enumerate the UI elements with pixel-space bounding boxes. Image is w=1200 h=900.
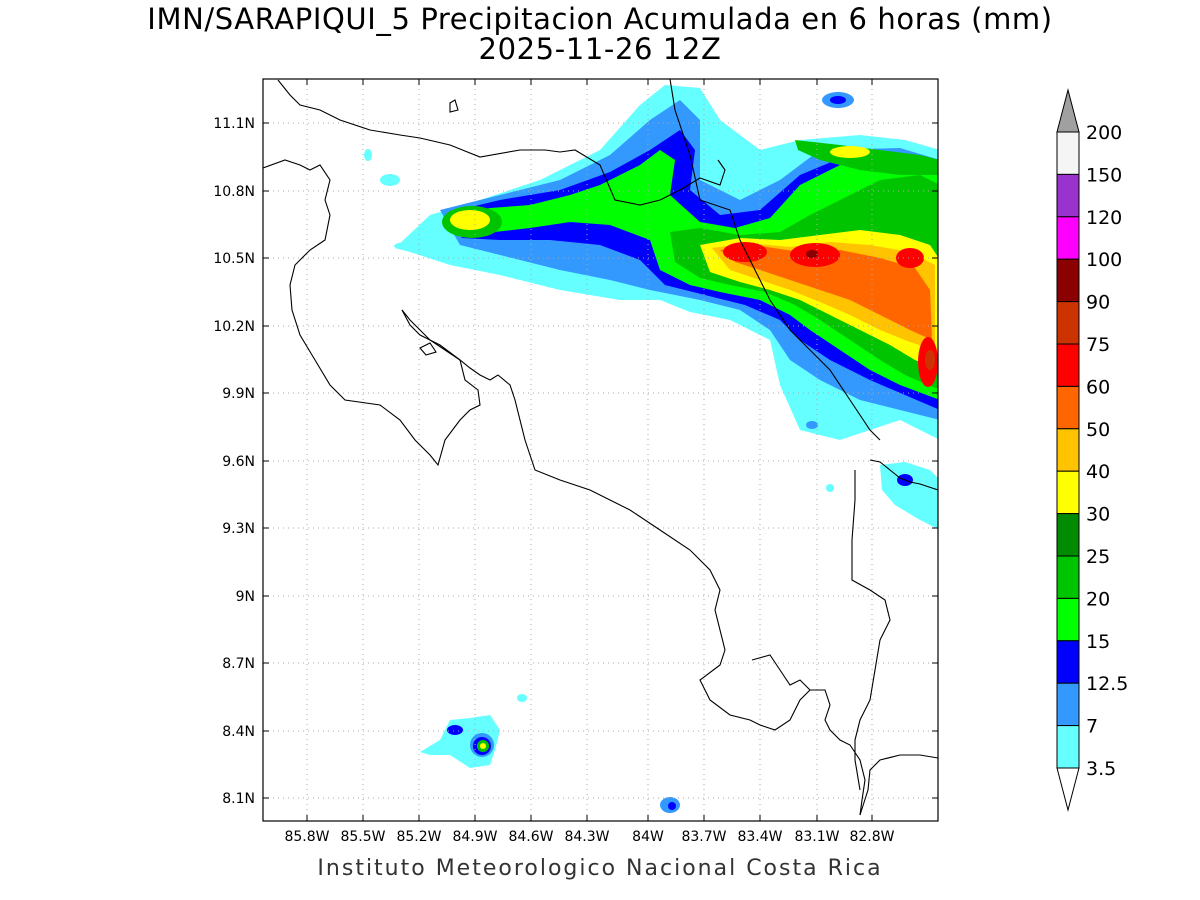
precip-core-3 — [896, 248, 924, 268]
colorbar-segment — [1056, 640, 1080, 684]
precip-scatter-h — [830, 96, 846, 104]
latitude-axis: 11.1N 10.8N 10.5N 10.2N 9.9N 9.6N 9.3N 9N 8.7N 8.… — [213, 116, 938, 807]
colorbar-segment — [1056, 470, 1080, 515]
nicaragua-border — [669, 79, 881, 441]
colorbar-segment — [1056, 513, 1080, 557]
coastlines — [263, 79, 938, 816]
colorbar-segment — [1056, 173, 1080, 218]
caribbean-coast — [869, 459, 938, 491]
island-2 — [449, 99, 459, 113]
lon-tick-label: 85.2W — [396, 829, 441, 845]
lon-tick-label: 83.4W — [737, 829, 782, 845]
map-grid — [263, 79, 938, 821]
island-1 — [419, 342, 437, 356]
colorbar-label: 12.5 — [1086, 673, 1128, 695]
nicoya-gulf — [401, 309, 726, 651]
precip-scatter-e — [806, 421, 818, 429]
colorbar-label: 30 — [1086, 504, 1110, 526]
precip-core-1 — [723, 242, 767, 262]
panama-border — [851, 470, 891, 791]
lon-tick-label: 83.1W — [794, 829, 839, 845]
lat-tick-label: 9.6N — [222, 454, 255, 470]
lat-tick-label: 9.3N — [222, 521, 255, 537]
lon-tick-label: 84.9W — [452, 829, 497, 845]
colorbar-segment — [1056, 725, 1080, 769]
lon-tick-label: 84.3W — [564, 829, 609, 845]
colorbar-segment — [1056, 301, 1080, 345]
osa-peninsula — [699, 649, 866, 816]
colorbar-label: 90 — [1086, 292, 1110, 314]
lat-tick-label: 9.9N — [222, 386, 255, 402]
lon-tick-label: 85.5W — [340, 829, 385, 845]
colorbar-segment — [1056, 385, 1080, 430]
precip-ne-cell — [795, 140, 938, 175]
precip-south-dot — [517, 694, 527, 702]
lon-tick-label: 83.7W — [681, 829, 726, 845]
precip-ne-cell-yellow — [830, 146, 870, 158]
lon-tick-label: 82.8W — [849, 829, 894, 845]
colorbar-label: 15 — [1086, 631, 1110, 653]
precip-se-strip — [880, 462, 938, 529]
plot-frame — [262, 78, 939, 822]
lat-tick-label: 8.1N — [222, 791, 255, 807]
map-subtitle-datetime: 2025-11-26 12Z — [478, 32, 722, 66]
lon-tick-label: 84W — [632, 829, 664, 845]
colorbar-over-triangle — [1056, 88, 1080, 133]
colorbar-label: 150 — [1086, 164, 1122, 186]
precip-scatter-d — [810, 424, 854, 436]
lat-tick-label: 8.7N — [222, 656, 255, 672]
colorbar-segment — [1056, 555, 1080, 599]
lat-tick-label: 8.4N — [222, 724, 255, 740]
colorbar-segment — [1056, 428, 1080, 472]
precip-south-cell-30 — [480, 743, 486, 749]
colorbar-label: 7 — [1086, 716, 1098, 738]
precip-scatter-b — [364, 149, 372, 161]
lon-tick-label: 85.8W — [284, 829, 329, 845]
panama-pacific — [859, 754, 938, 816]
colorbar-label: 200 — [1086, 122, 1122, 144]
colorbar-label: 60 — [1086, 376, 1110, 398]
precip-scatter-f — [826, 484, 834, 492]
colorbar-label: 20 — [1086, 588, 1110, 610]
lat-tick-label: 10.2N — [213, 319, 255, 335]
map-title: IMN/SARAPIQUI_5 Precipitacion Acumulada … — [147, 2, 1053, 36]
colorbar-label: 3.5 — [1086, 758, 1116, 780]
colorbar-label: 100 — [1086, 249, 1122, 271]
footer-credit: Instituto Meteorologico Nacional Costa R… — [317, 856, 883, 881]
precip-scatter-a — [380, 174, 400, 186]
precip-south-cell-west — [447, 725, 463, 735]
colorbar-label: 25 — [1086, 546, 1110, 568]
colorbar-segment — [1056, 258, 1080, 303]
lat-tick-label: 10.5N — [213, 251, 255, 267]
lat-tick-label: 10.8N — [213, 184, 255, 200]
precip-west-cell-30 — [450, 210, 490, 230]
precip-scatter-c — [394, 242, 422, 250]
colorbar-label: 40 — [1086, 461, 1110, 483]
colorbar-segment — [1056, 343, 1080, 387]
colorbar-label: 75 — [1086, 334, 1110, 356]
nicaragua-coast — [277, 79, 726, 206]
colorbar-segment — [1056, 682, 1080, 727]
lon-tick-label: 84.6W — [508, 829, 553, 845]
colorbar: 200 150 120 100 90 75 60 50 40 30 25 20 15 12.5 7 3.5 — [1056, 88, 1128, 812]
pacific-coast-guanacaste — [263, 159, 481, 467]
colorbar-label: 120 — [1086, 207, 1122, 229]
precip-band-north-50 — [720, 246, 932, 340]
precip-core-6 — [925, 350, 935, 370]
lat-tick-label: 9N — [236, 589, 255, 605]
colorbar-segment — [1056, 597, 1080, 642]
lat-tick-label: 11.1N — [213, 116, 255, 132]
longitude-axis: 85.8W 85.5W 85.2W 84.9W 84.6W 84.3W 84W 83.7W 83… — [284, 79, 895, 845]
colorbar-segment — [1056, 131, 1080, 175]
precip-south-bottom-core — [668, 802, 676, 810]
colorbar-label: 50 — [1086, 419, 1110, 441]
colorbar-under-triangle — [1056, 767, 1080, 812]
colorbar-segment — [1056, 216, 1080, 260]
precip-core-5 — [806, 250, 818, 258]
golfo-dulce — [751, 654, 811, 691]
precipitation-field — [364, 85, 938, 813]
